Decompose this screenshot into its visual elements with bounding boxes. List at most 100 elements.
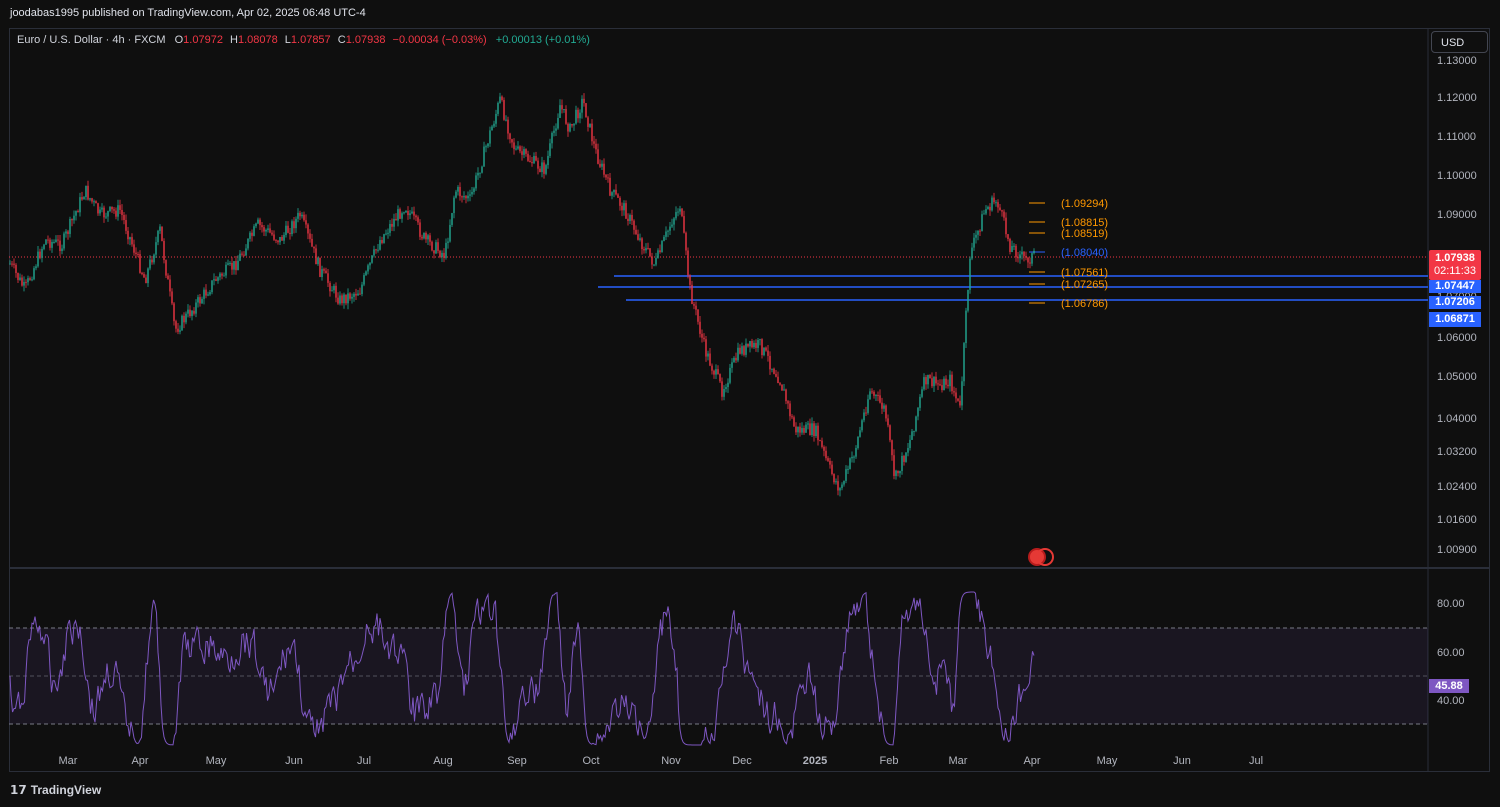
candle-body (985, 209, 987, 214)
candle-body (17, 273, 19, 280)
candle-body (143, 274, 145, 278)
rsi-line (9, 591, 1035, 746)
price-scale-label: 1.09000 (1437, 209, 1477, 221)
candle-body (977, 230, 979, 235)
candle-body (683, 216, 685, 233)
candle-body (889, 425, 891, 441)
candle-body (593, 141, 595, 144)
candle-body (367, 265, 369, 272)
candle-body (437, 242, 439, 251)
candle-body (215, 279, 217, 281)
candle-body (927, 374, 929, 385)
candle-body (201, 298, 203, 304)
tradingview-logo[interactable]: 𝟭𝟳 TradingView (10, 783, 101, 797)
candle-body (343, 294, 345, 304)
candle-body (961, 381, 963, 406)
candle-body (59, 240, 61, 251)
candle-body (221, 273, 223, 276)
candle-body (175, 321, 177, 329)
top-bar: joodabas1995 published on TradingView.co… (0, 0, 1500, 28)
candle-body (45, 239, 47, 245)
candle-body (759, 339, 761, 341)
candle-body (513, 142, 515, 150)
candle-body (125, 220, 127, 231)
time-axis-label: Feb (880, 755, 899, 767)
candle-body (453, 197, 455, 214)
candle-body (249, 232, 251, 239)
candle-body (333, 285, 335, 291)
low-label: L (284, 34, 291, 46)
candle-body (705, 339, 707, 357)
candle-body (387, 232, 389, 234)
candle-body (271, 232, 273, 235)
candle-body (371, 255, 373, 263)
candle-body (951, 374, 953, 392)
candle-body (685, 232, 687, 251)
level-tag-3: 1.06871 (1429, 312, 1481, 327)
currency-button[interactable]: USD (1431, 31, 1488, 53)
candle-body (941, 385, 943, 391)
candle-body (829, 460, 831, 465)
candle-body (253, 226, 255, 236)
candle-body (43, 244, 45, 249)
candle-body (589, 123, 591, 127)
candle-body (643, 249, 645, 251)
chart-pane[interactable] (9, 28, 1490, 772)
high-value: 1.08078 (237, 34, 278, 46)
candle-body (207, 294, 209, 296)
candle-body (331, 290, 333, 292)
candle-body (645, 248, 647, 251)
symbol-title[interactable]: Euro / U.S. Dollar · 4h · FXCM (17, 34, 166, 46)
candle-body (547, 155, 549, 166)
candle-body (73, 215, 75, 221)
candle-body (345, 294, 347, 304)
candle-body (749, 341, 751, 347)
candle-body (223, 275, 225, 277)
candle-body (23, 281, 25, 286)
candle-body (803, 428, 805, 433)
candle-body (677, 211, 679, 213)
price-scale-label: 1.05000 (1437, 371, 1477, 383)
candle-body (785, 389, 787, 402)
candle-body (585, 103, 587, 118)
candle-body (741, 346, 743, 354)
candle-body (299, 212, 301, 217)
candle-body (93, 201, 95, 203)
candle-body (577, 109, 579, 119)
candle-body (305, 220, 307, 225)
candle-body (313, 246, 315, 249)
candle-body (361, 284, 363, 295)
candle-body (359, 293, 361, 295)
candle-body (169, 279, 171, 292)
time-axis-label: Oct (582, 755, 599, 767)
candle-body (15, 264, 17, 274)
event-marker-icon[interactable] (1036, 548, 1054, 566)
candle-body (509, 133, 511, 140)
candle-body (767, 350, 769, 356)
candle-body (597, 149, 599, 164)
candle-body (903, 455, 905, 462)
candle-body (85, 185, 87, 198)
candle-body (999, 207, 1001, 211)
candle-body (795, 426, 797, 433)
candle-body (545, 165, 547, 174)
candle-body (225, 264, 227, 276)
candle-body (755, 342, 757, 348)
candle-body (227, 263, 229, 265)
candle-body (869, 391, 871, 400)
candle-body (805, 424, 807, 433)
time-axis-label: Jun (285, 755, 303, 767)
candle-body (775, 373, 777, 377)
candle-body (377, 249, 379, 251)
candle-body (561, 105, 563, 110)
candle-body (899, 471, 901, 474)
candle-body (877, 394, 879, 396)
candle-body (325, 270, 327, 274)
candle-body (485, 146, 487, 148)
candle-body (529, 160, 531, 163)
high-label: H (230, 34, 238, 46)
candle-body (959, 400, 961, 406)
candle-body (443, 252, 445, 258)
candle-body (495, 113, 497, 124)
